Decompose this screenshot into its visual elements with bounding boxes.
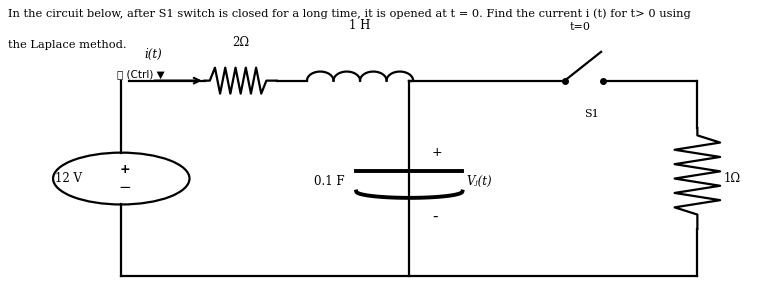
Text: 📋 (Ctrl) ▼: 📋 (Ctrl) ▼ bbox=[117, 69, 165, 79]
Text: i(t): i(t) bbox=[144, 48, 161, 60]
Text: the Laplace method.: the Laplace method. bbox=[8, 40, 126, 50]
Text: +: + bbox=[120, 163, 130, 177]
Text: Vⱼ(t): Vⱼ(t) bbox=[466, 175, 492, 188]
Text: t=0: t=0 bbox=[569, 22, 590, 32]
Text: S1: S1 bbox=[584, 109, 599, 120]
Text: 12 V: 12 V bbox=[55, 172, 82, 185]
Text: 1Ω: 1Ω bbox=[724, 172, 741, 185]
Text: 0.1 F: 0.1 F bbox=[315, 175, 345, 188]
Text: 1 H: 1 H bbox=[349, 19, 371, 32]
Text: 2Ω: 2Ω bbox=[232, 36, 249, 49]
Text: In the circuit below, after S1 switch is closed for a long time, it is opened at: In the circuit below, after S1 switch is… bbox=[8, 9, 691, 19]
Text: -: - bbox=[432, 209, 437, 223]
Text: −: − bbox=[119, 180, 131, 195]
Text: +: + bbox=[432, 146, 443, 159]
